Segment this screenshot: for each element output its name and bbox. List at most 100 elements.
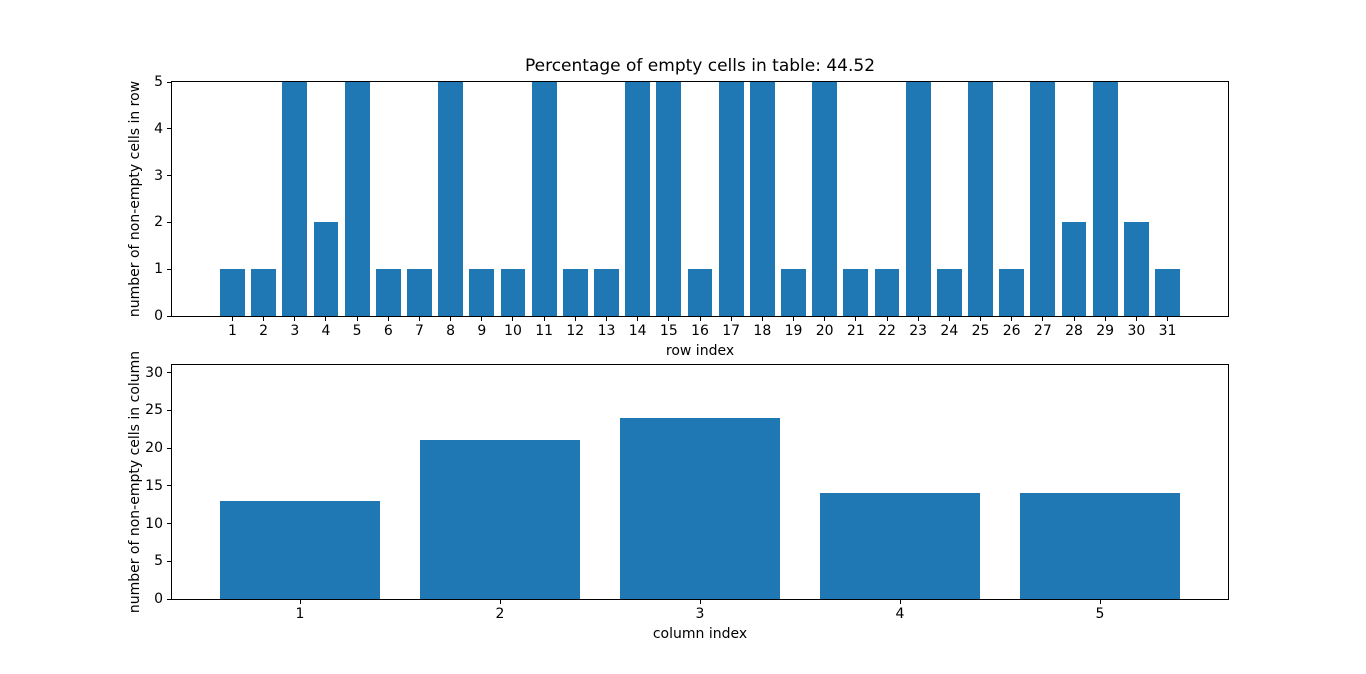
- x-tick-label: 30: [1127, 323, 1146, 339]
- y-tick-mark: [167, 409, 171, 411]
- bar-row-23: [905, 82, 931, 316]
- y-tick-label: 25: [145, 402, 163, 419]
- bar-row-8: [438, 82, 464, 316]
- bar-row-30: [1123, 222, 1149, 316]
- x-tick-label: 10: [504, 323, 522, 339]
- bar-row-13: [594, 269, 619, 316]
- x-tick-label: 19: [784, 323, 803, 339]
- y-tick-label: 5: [154, 553, 163, 570]
- x-tick-label: 14: [628, 323, 647, 339]
- x-tick-mark: [605, 317, 607, 321]
- x-tick-label: 24: [940, 323, 959, 339]
- bar-row-14: [625, 82, 651, 316]
- y-tick-label: 15: [145, 477, 163, 494]
- bar-row-5: [344, 82, 370, 316]
- y-tick-mark: [167, 81, 171, 83]
- x-tick-label: 5: [352, 323, 362, 339]
- x-tick-label: 27: [1033, 323, 1052, 339]
- rows-plot-area: [171, 81, 1229, 317]
- bar-row-25: [968, 82, 993, 316]
- x-tick-mark: [917, 317, 919, 321]
- y-tick-mark: [167, 560, 171, 562]
- y-tick-label: 3: [154, 167, 163, 184]
- bar-column-5: [1020, 493, 1180, 599]
- x-tick-label: 1: [227, 323, 237, 339]
- bar-column-2: [420, 440, 580, 599]
- bar-row-19: [781, 269, 806, 316]
- x-tick-label: 18: [753, 323, 772, 339]
- bar-row-15: [656, 82, 682, 316]
- y-tick-label: 4: [154, 120, 163, 137]
- x-tick-label: 16: [691, 323, 709, 339]
- bar-row-29: [1092, 82, 1118, 316]
- y-tick-label: 30: [145, 364, 163, 381]
- x-tick-mark: [699, 317, 701, 321]
- x-tick-mark: [980, 317, 982, 321]
- x-tick-label: 1: [295, 606, 305, 622]
- y-tick-mark: [167, 447, 171, 449]
- bar-row-21: [843, 269, 869, 316]
- x-tick-mark: [512, 317, 514, 321]
- x-tick-mark: [761, 317, 763, 321]
- x-tick-label: 8: [446, 323, 456, 339]
- bar-column-1: [220, 500, 380, 599]
- x-tick-mark: [886, 317, 888, 321]
- x-tick-mark: [668, 317, 670, 321]
- x-tick-mark: [948, 317, 950, 321]
- x-tick-label: 3: [695, 606, 705, 622]
- x-tick-label: 11: [535, 323, 554, 339]
- x-tick-mark: [418, 317, 420, 321]
- bar-row-4: [313, 222, 339, 316]
- y-tick-mark: [167, 268, 171, 270]
- x-tick-mark: [499, 600, 501, 604]
- y-tick-label: 20: [145, 440, 163, 457]
- bar-column-4: [820, 493, 980, 599]
- y-tick-label: 5: [154, 74, 163, 90]
- x-tick-label: 5: [1095, 606, 1105, 622]
- bar-row-3: [282, 82, 308, 316]
- bar-row-22: [874, 269, 900, 316]
- x-tick-mark: [356, 317, 358, 321]
- x-tick-mark: [450, 317, 452, 321]
- bar-row-17: [718, 82, 744, 316]
- bar-row-6: [375, 269, 401, 316]
- bar-row-7: [407, 269, 432, 316]
- x-tick-mark: [481, 317, 483, 321]
- x-tick-label: 15: [659, 323, 678, 339]
- x-tick-label: 12: [566, 323, 585, 339]
- rows-x-axis-label: row index: [665, 343, 735, 359]
- x-tick-mark: [1042, 317, 1044, 321]
- bar-row-11: [531, 82, 557, 316]
- x-tick-mark: [543, 317, 545, 321]
- x-tick-mark: [1167, 317, 1169, 321]
- y-tick-mark: [167, 523, 171, 525]
- x-tick-label: 31: [1158, 323, 1177, 339]
- bar-row-16: [687, 269, 713, 316]
- x-tick-label: 26: [1002, 323, 1021, 339]
- y-tick-mark: [167, 221, 171, 223]
- x-tick-label: 2: [259, 323, 269, 339]
- bar-column-3: [620, 417, 780, 599]
- x-tick-label: 13: [597, 323, 616, 339]
- x-tick-mark: [637, 317, 639, 321]
- x-tick-label: 17: [722, 323, 741, 339]
- x-tick-mark: [1011, 317, 1013, 321]
- x-tick-mark: [1104, 317, 1106, 321]
- y-tick-mark: [167, 598, 171, 600]
- y-tick-mark: [167, 175, 171, 177]
- bar-row-24: [936, 269, 962, 316]
- bar-row-31: [1155, 269, 1180, 316]
- x-tick-mark: [387, 317, 389, 321]
- x-tick-label: 20: [815, 323, 834, 339]
- y-tick-label: 0: [154, 591, 163, 607]
- x-tick-mark: [263, 317, 265, 321]
- columns-y-axis-label: number of non-empty cells in column: [127, 350, 143, 614]
- x-tick-mark: [824, 317, 826, 321]
- x-tick-mark: [1135, 317, 1137, 321]
- x-tick-mark: [574, 317, 576, 321]
- y-tick-mark: [167, 485, 171, 487]
- x-tick-label: 22: [878, 323, 896, 339]
